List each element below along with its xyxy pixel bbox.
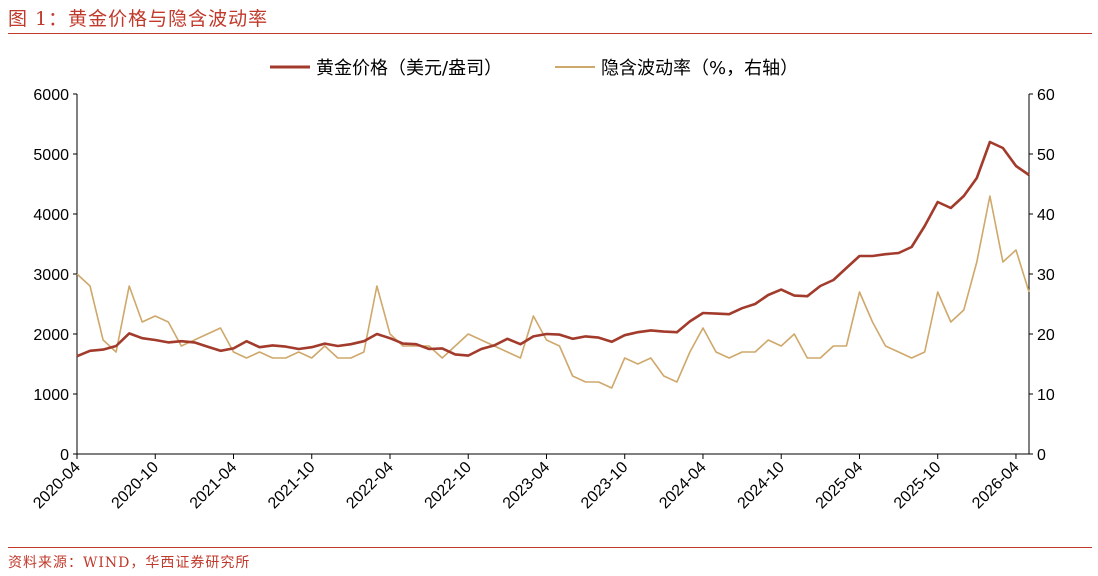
left-y-tick-label: 5000 [33,147,69,164]
bottom-divider [8,547,1092,548]
legend-label: 黄金价格（美元/盎司） [316,58,502,79]
x-tick-label: 2023-10 [578,459,632,513]
x-tick-label: 2020-04 [30,459,84,513]
left-y-tick-label: 2000 [33,327,69,344]
source-note: 资料来源：WIND，华西证券研究所 [8,555,251,571]
page-title: 图 1：黄金价格与隐含波动率 [8,8,269,30]
gold-price-volatility-chart: 黄金价格（美元/盎司） 隐含波动率（%，右轴） 01000200030004000… [30,58,1055,512]
right-y-tick-label: 10 [1037,387,1055,404]
x-tick-label: 2022-04 [343,459,397,513]
left-y-tick-label: 4000 [33,207,69,224]
legend: 黄金价格（美元/盎司） 隐含波动率（%，右轴） [270,58,798,79]
x-tick-label: 2024-04 [656,459,710,513]
right-y-tick-label: 30 [1037,267,1055,284]
legend-label: 隐含波动率（%，右轴） [601,58,798,79]
x-tick-label: 2024-10 [735,459,789,513]
left-y-tick-label: 3000 [33,267,69,284]
right-y-tick-label: 20 [1037,327,1055,344]
left-y-tick-label: 0 [60,447,69,464]
axes: 0 1000 2000 3000 4000 5000 6000 0 10 20 30 40 50 60 20… [30,87,1055,512]
right-y-tick-label: 40 [1037,207,1055,224]
x-tick-label: 2025-04 [813,459,867,513]
right-y-tick-label: 50 [1037,147,1055,164]
x-tick-label: 2025-10 [891,459,945,513]
x-tick-label: 2021-04 [187,459,241,513]
top-divider [8,33,1092,34]
x-tick-label: 2020-10 [109,459,163,513]
gold-price-series-line [76,140,1030,358]
right-y-tick-label: 0 [1037,447,1046,464]
x-tick-label: 2026-04 [969,459,1023,513]
volatility-series-line [76,195,1030,389]
x-tick-label: 2023-04 [500,459,554,513]
x-tick-label: 2022-10 [422,459,476,513]
series-layer [76,140,1030,389]
right-y-tick-label: 60 [1037,87,1055,104]
left-y-tick-label: 1000 [33,387,69,404]
left-y-tick-label: 6000 [33,87,69,104]
x-tick-label: 2021-10 [265,459,319,513]
